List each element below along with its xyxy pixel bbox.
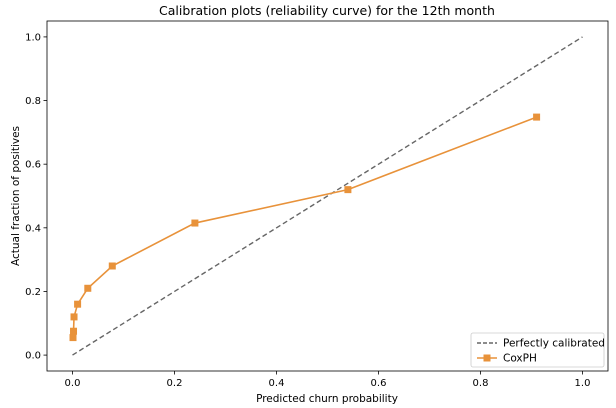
- plot-frame: [46, 20, 609, 372]
- x-tick-label: 0.6: [371, 378, 387, 389]
- coxph-point: [344, 186, 352, 194]
- coxph-point: [191, 219, 199, 227]
- x-tick-label: 0.0: [65, 378, 81, 389]
- legend-box: [470, 332, 605, 368]
- y-axis: 0.0 0.2 0.4 0.6 0.8 1.0: [25, 32, 47, 362]
- coxph-point: [74, 300, 82, 308]
- x-axis: 0.0 0.2 0.4 0.6 0.8 1.0: [65, 371, 591, 389]
- y-tick-label: 0.6: [25, 160, 41, 171]
- y-tick-label: 0.0: [25, 351, 41, 362]
- coxph-point: [84, 284, 92, 292]
- coxph-point: [533, 113, 541, 121]
- x-tick-label: 0.4: [269, 378, 285, 389]
- chart-title: Calibration plots (reliability curve) fo…: [159, 3, 495, 18]
- legend-marker: [483, 354, 491, 362]
- y-tick-label: 0.4: [25, 223, 41, 234]
- x-tick-label: 0.8: [473, 378, 489, 389]
- x-axis-label: Predicted churn probability: [256, 393, 398, 405]
- coxph-point: [69, 334, 77, 342]
- y-tick-label: 0.8: [25, 96, 41, 107]
- y-axis-label: Actual fraction of positives: [10, 126, 22, 266]
- coxph-point: [70, 327, 78, 335]
- coxph-line: [72, 116, 537, 338]
- perfect-calibration-line: [72, 36, 583, 356]
- y-tick-label: 0.2: [25, 287, 41, 298]
- x-tick-label: 1.0: [575, 378, 591, 389]
- y-tick-label: 1.0: [25, 32, 41, 43]
- legend-label: Perfectly calibrated: [503, 338, 605, 350]
- coxph-point: [70, 313, 78, 321]
- series-layer: [69, 36, 583, 356]
- legend: Perfectly calibrated CoxPH: [470, 332, 605, 368]
- x-tick-label: 0.2: [167, 378, 183, 389]
- coxph-point: [108, 262, 116, 270]
- legend-label: CoxPH: [503, 353, 537, 365]
